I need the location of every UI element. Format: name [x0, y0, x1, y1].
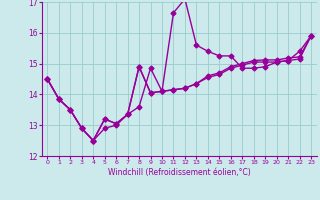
X-axis label: Windchill (Refroidissement éolien,°C): Windchill (Refroidissement éolien,°C) — [108, 168, 251, 177]
